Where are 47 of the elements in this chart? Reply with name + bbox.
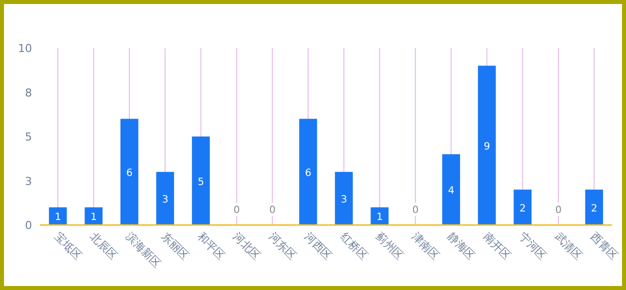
bar	[299, 118, 318, 225]
bar	[478, 66, 496, 225]
data-label: 9	[484, 141, 490, 152]
y-tick-label: 3	[25, 174, 32, 188]
data-label: 3	[162, 194, 168, 206]
x-tick-label: 河东区	[266, 230, 299, 262]
bar	[442, 154, 460, 225]
x-tick-label: 北辰区	[88, 230, 120, 262]
bar	[120, 118, 138, 225]
x-tick-label: 南开区	[480, 230, 514, 262]
bar	[334, 172, 353, 225]
data-label: 3	[340, 194, 348, 206]
x-tick-label: 蓟州区	[374, 230, 406, 262]
x-tick-label: 河北区	[230, 230, 264, 262]
x-tick-label: 宝坻区	[52, 230, 84, 262]
data-label: 0	[555, 205, 562, 216]
data-label: 6	[126, 168, 133, 179]
data-label: 1	[90, 212, 97, 224]
y-tick-label: 0	[25, 219, 32, 232]
data-label: 0	[269, 205, 276, 216]
x-tick-label: 武清区	[552, 230, 585, 262]
data-label: 5	[198, 176, 204, 188]
bar	[48, 207, 67, 225]
data-label: 0	[412, 205, 419, 216]
x-tick-label: 红桥区	[338, 230, 370, 262]
bar	[370, 207, 389, 225]
y-tick-label: 5	[25, 130, 32, 144]
data-label: 1	[54, 212, 62, 224]
bar	[585, 190, 604, 225]
x-tick-label: 宁河区	[516, 230, 550, 262]
x-tick-label: 和平区	[194, 230, 228, 262]
x-tick-label: 西青区	[588, 230, 621, 262]
y-tick-label: 8	[25, 86, 32, 100]
bar	[514, 190, 532, 225]
bar	[156, 172, 174, 225]
data-label: 1	[376, 212, 383, 224]
x-tick-label: 静海区	[445, 230, 478, 262]
x-tick-label: 河西区	[302, 230, 335, 262]
data-label: 2	[590, 203, 598, 214]
data-label: 0	[233, 205, 240, 216]
x-tick-label: 津南区	[409, 230, 442, 262]
data-label: 6	[304, 168, 312, 179]
bar	[84, 207, 103, 225]
data-label: 4	[448, 186, 454, 197]
bar	[192, 136, 210, 225]
data-label: 2	[519, 203, 526, 214]
y-tick-label: 10	[18, 42, 32, 55]
